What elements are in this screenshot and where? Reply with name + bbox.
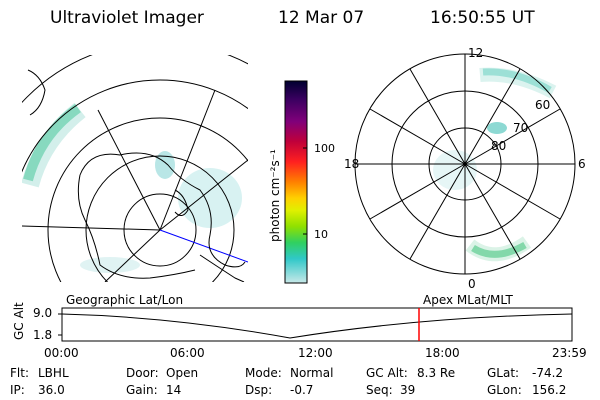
glat-value: -74.2 xyxy=(532,366,564,380)
mode-label: Mode: xyxy=(245,366,282,380)
time-tick-2359: 23:59 xyxy=(552,346,587,360)
mlt-label-6: 6 xyxy=(578,157,586,171)
glat-label: GLat: xyxy=(487,366,520,380)
time-text: 16:50:55 UT xyxy=(430,8,535,28)
magnetic-polar-plot xyxy=(354,53,576,275)
lat-label-70: 70 xyxy=(513,121,529,135)
altitude-plot xyxy=(58,307,573,342)
colorbar-label: photon cm⁻²s⁻¹ xyxy=(268,149,282,242)
mlt-label-12: 12 xyxy=(468,46,484,60)
lat-label-60: 60 xyxy=(535,98,551,112)
door-value: Open xyxy=(166,366,199,380)
dsp-value: -0.7 xyxy=(290,383,314,397)
time-tick-1200: 12:00 xyxy=(298,346,333,360)
colorbar-tick-10: 10 xyxy=(314,228,328,241)
glon-label: GLon: xyxy=(487,383,522,397)
geographic-caption: Geographic Lat/Lon xyxy=(66,293,184,307)
seq-value: 39 xyxy=(400,383,416,397)
gain-value: 14 xyxy=(166,383,182,397)
ip-label: IP: xyxy=(10,383,25,397)
mode-value: Normal xyxy=(290,366,334,380)
flt-value: LBHL xyxy=(38,366,69,380)
flt-label: Flt: xyxy=(10,366,29,380)
alt-tick-9: 9.0 xyxy=(33,306,53,320)
lat-label-80: 80 xyxy=(491,139,507,153)
colorbar-tick-100: 100 xyxy=(314,142,335,155)
geographic-map xyxy=(22,55,248,282)
time-tick-0600: 06:00 xyxy=(170,346,205,360)
date-text: 12 Mar 07 xyxy=(278,8,365,28)
app-title: Ultraviolet Imager xyxy=(50,8,204,28)
colorbar xyxy=(284,80,308,284)
mlt-label-18: 18 xyxy=(344,157,360,171)
gc-alt-value: 8.3 Re xyxy=(417,366,456,380)
door-label: Door: xyxy=(126,366,159,380)
gc-alt-label: GC Alt: xyxy=(366,366,408,380)
ip-value: 36.0 xyxy=(38,383,65,397)
gain-label: Gain: xyxy=(126,383,158,397)
alt-plot-ylabel: GC Alt xyxy=(12,302,26,340)
mlt-label-0: 0 xyxy=(468,277,476,291)
time-tick-1800: 18:00 xyxy=(425,346,460,360)
apex-caption: Apex MLat/MLT xyxy=(423,293,513,307)
alt-tick-1-8: 1.8 xyxy=(33,328,53,342)
seq-label: Seq: xyxy=(366,383,393,397)
dsp-label: Dsp: xyxy=(245,383,273,397)
glon-value: 156.2 xyxy=(532,383,567,397)
time-tick-0000: 00:00 xyxy=(44,346,79,360)
